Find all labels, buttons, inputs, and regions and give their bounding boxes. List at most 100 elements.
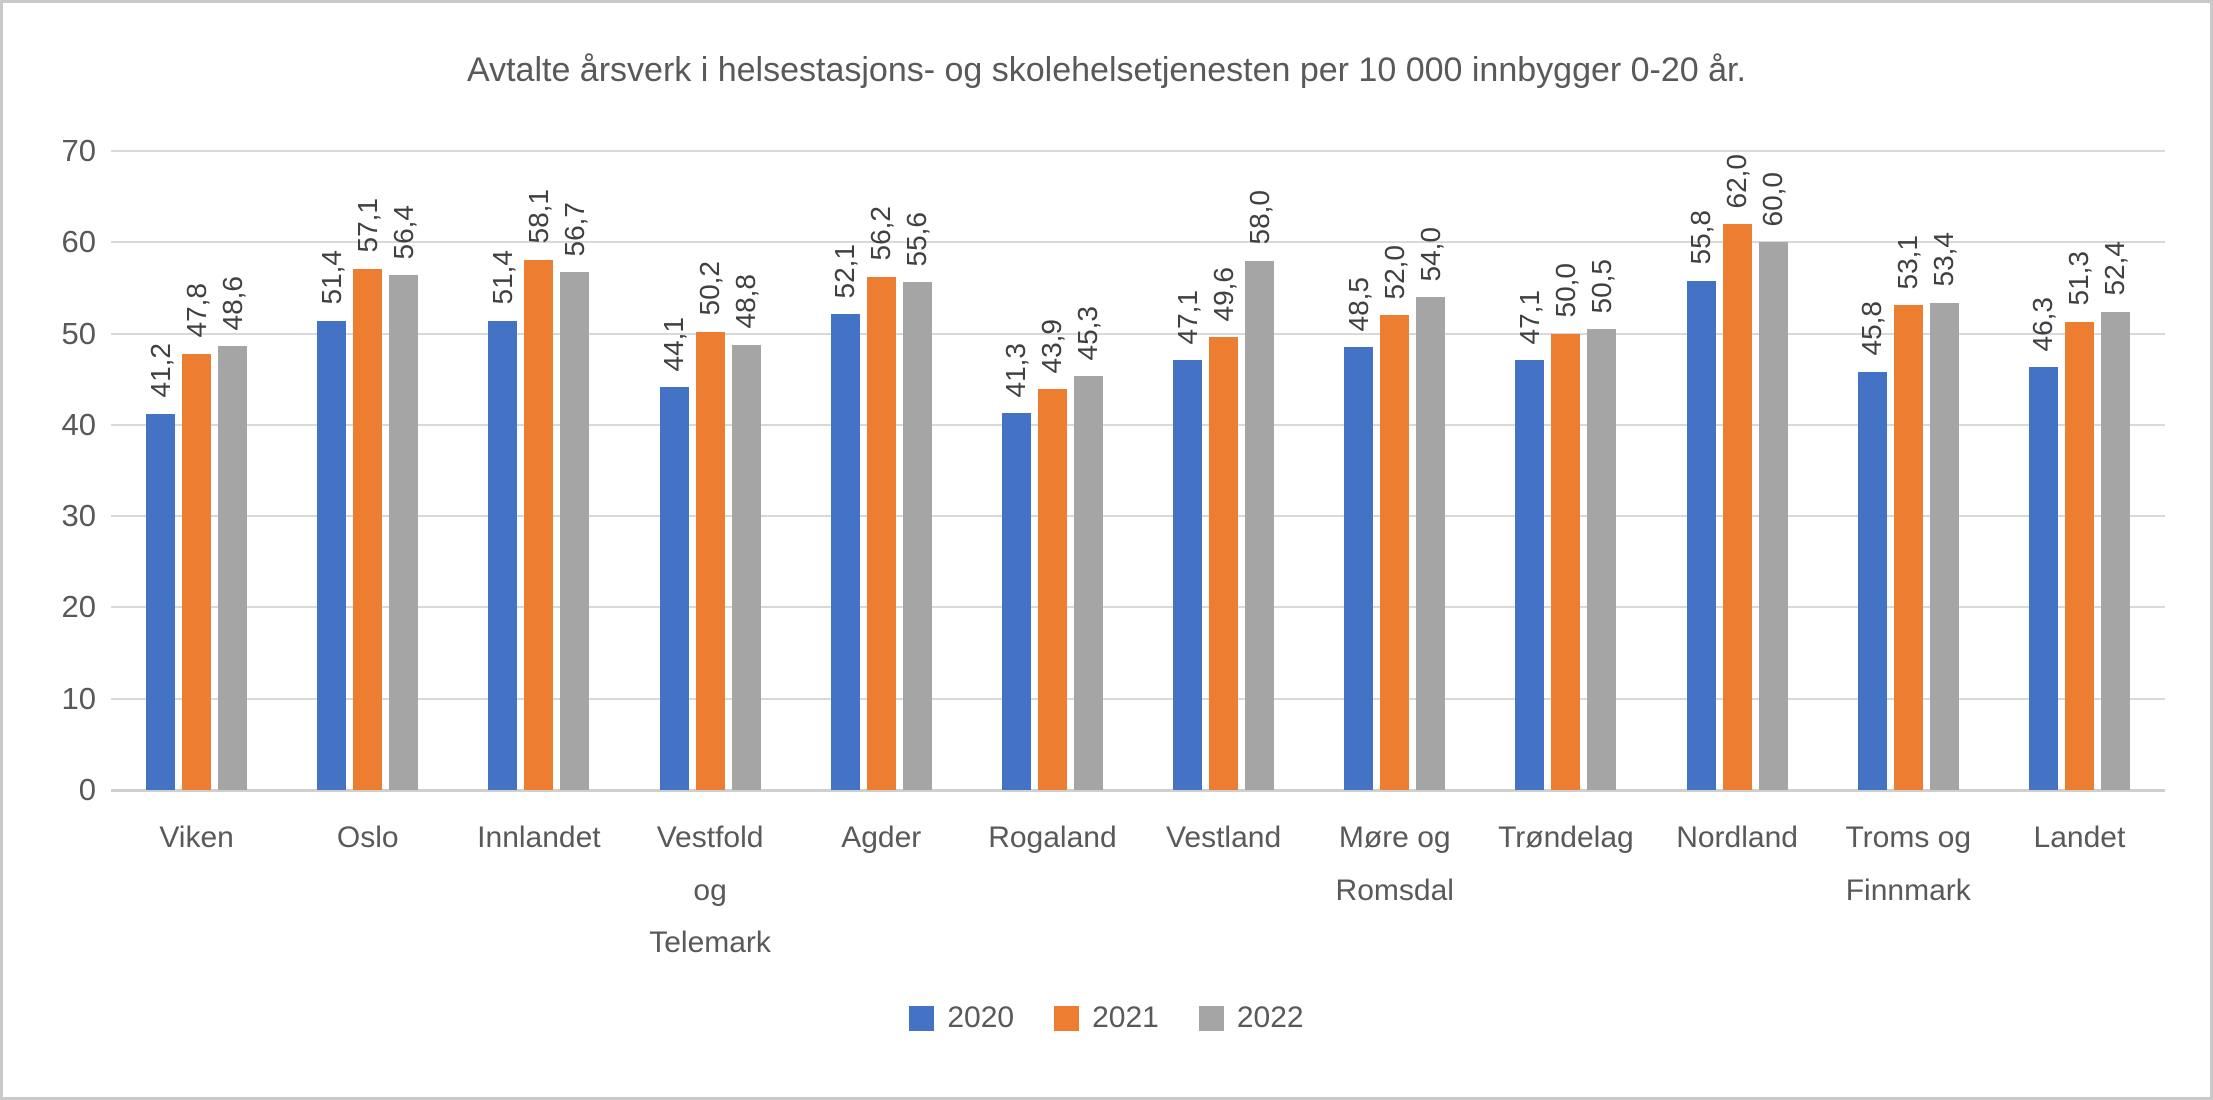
legend-label: 2022 [1236,1001,1304,1034]
bar-value-label: 56,7 [558,201,590,257]
bar-2020 [1001,412,1031,790]
bar-2022 [902,282,932,790]
bar-2022 [1245,260,1275,790]
bar-2021 [866,276,896,790]
gridline [111,606,2165,609]
bar-2022 [560,272,590,790]
category-label: Agder [841,821,922,854]
bar-value-label: 51,4 [486,250,518,305]
bar-value-label: 48,8 [730,274,762,329]
bar-2020 [1857,371,1887,790]
bar-2022 [1758,242,1788,790]
bar-value-label: 43,9 [1036,318,1068,374]
bar-value-label: 48,5 [1342,276,1374,332]
bar-value-label: 45,3 [1072,305,1104,361]
bar-value-label: 54,0 [1414,226,1446,282]
y-axis-tick-label: 40 [61,406,96,442]
bar-value-label: 57,1 [351,198,383,253]
category-label: Innlandet [477,821,601,854]
bar-2022 [1929,302,1959,790]
category-label: Troms og Finnmark [1845,821,1972,907]
y-axis-tick-label: 70 [61,133,96,168]
bar-value-label: 49,6 [1207,266,1239,322]
bar-2020 [488,320,518,790]
bar-value-label: 62,0 [1721,153,1753,209]
category-label: Viken [159,821,234,854]
bar-2021 [1722,224,1752,790]
legend-swatch-2022 [1198,1005,1224,1031]
bar-value-label: 51,3 [2063,251,2095,306]
bar-2022 [1073,376,1103,790]
bar-2022 [389,275,419,790]
bar-2022 [1587,329,1617,790]
category-label: Vestfold og Telemark [649,821,771,959]
y-axis-tick-label: 50 [61,315,96,351]
bar-value-label: 48,6 [216,275,248,331]
bar-2020 [146,413,176,790]
bar-value-label: 52,1 [829,243,861,299]
bar-2020 [1344,347,1374,790]
bar-value-label: 56,2 [865,206,897,261]
category-label: Møre og Romsdal [1335,821,1454,907]
bar-2021 [2064,321,2094,790]
legend-swatch-2020 [909,1005,935,1031]
bar-2021 [1037,389,1067,790]
legend-item: 2022 [1198,1001,1304,1035]
bar-value-label: 41,2 [144,343,176,398]
y-axis-tick-label: 0 [78,772,96,807]
legend-item: 2020 [909,1001,1014,1035]
bar-2020 [830,314,860,790]
bar-2021 [1380,315,1410,790]
bar-2021 [524,259,554,790]
bar-2020 [659,387,689,790]
bar-2021 [1209,337,1239,790]
bar-2022 [218,346,248,790]
category-label: Landet [2033,821,2126,854]
bar-value-label: 55,8 [1685,210,1717,265]
bar-2021 [695,331,725,790]
bar-2020 [317,320,347,790]
bar-value-label: 55,6 [901,211,933,267]
x-axis-line [111,789,2165,792]
bar-2020 [1515,360,1545,790]
bar-2021 [353,268,383,790]
legend-item: 2021 [1054,1001,1159,1035]
chart-title: Avtalte årsverk i helsestasjons- og skol… [467,51,1746,89]
bar-value-label: 50,5 [1585,258,1617,314]
y-axis-tick-label: 10 [61,680,96,716]
bar-2022 [731,344,761,790]
y-axis-tick-label: 60 [61,224,96,260]
bar-value-label: 47,8 [180,283,212,338]
gridline [111,697,2165,700]
bar-value-label: 51,4 [315,250,347,305]
legend: 2020 2021 2022 [3,1001,2210,1035]
legend-swatch-2021 [1054,1005,1080,1031]
bar-value-label: 60,0 [1757,171,1789,227]
bar-2021 [182,353,212,790]
bar-2022 [2100,311,2130,790]
bar-2022 [1416,297,1446,790]
bar-value-label: 50,0 [1549,263,1581,318]
bar-value-label: 44,1 [658,316,690,372]
bar-value-label: 46,3 [2027,296,2059,352]
bar-value-label: 53,4 [1928,232,1960,287]
category-label: Trøndelag [1498,821,1634,854]
gridline [111,515,2165,518]
bar-2020 [1173,360,1203,790]
gridline [111,332,2165,335]
bar-value-label: 45,8 [1856,301,1888,356]
category-label: Nordland [1676,821,1798,854]
bar-value-label: 56,4 [387,204,419,260]
category-label: Oslo [336,821,399,854]
bar-value-label: 52,4 [2099,241,2131,296]
category-label: Vestland [1166,821,1282,854]
y-axis-tick-label: 30 [61,498,96,534]
gridline [111,423,2165,426]
gridline [111,241,2165,244]
bar-value-label: 47,1 [1171,289,1203,345]
bar-value-label: 53,1 [1892,234,1924,290]
bar-2020 [2028,367,2058,790]
legend-label: 2021 [1092,1001,1159,1034]
bar-value-label: 52,0 [1378,244,1410,300]
